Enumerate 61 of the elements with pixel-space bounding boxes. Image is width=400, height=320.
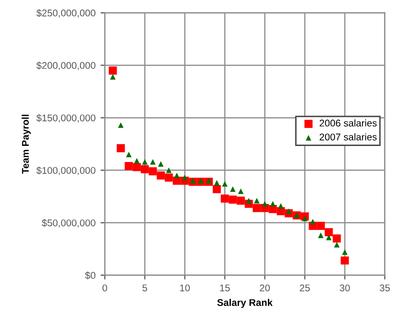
- point: [262, 201, 268, 207]
- point: [174, 172, 180, 178]
- point: [238, 188, 244, 194]
- y-tick-label: $150,000,000: [36, 114, 96, 123]
- point: [212, 185, 221, 194]
- x-tick-label: 5: [142, 284, 148, 292]
- point: [166, 167, 172, 174]
- point: [252, 204, 261, 212]
- point: [118, 122, 124, 128]
- y-axis-title: Team Payroll: [22, 114, 31, 174]
- point: [310, 218, 316, 224]
- legend-label: 2006 salaries: [320, 119, 377, 127]
- point: [156, 171, 165, 180]
- point: [158, 161, 164, 167]
- y-tick-label: $50,000,000: [42, 219, 96, 228]
- point: [340, 256, 349, 265]
- point: [108, 66, 117, 75]
- point: [246, 198, 252, 204]
- y-tick-label: $0: [85, 272, 96, 280]
- point: [326, 234, 332, 240]
- x-tick-label: 15: [220, 284, 230, 292]
- point: [332, 234, 341, 243]
- point: [220, 194, 229, 203]
- legend-label: 2007 salaries: [320, 133, 377, 140]
- point: [230, 186, 236, 192]
- point: [182, 174, 188, 180]
- x-axis-title: Salary Rank: [217, 298, 273, 308]
- point: [110, 74, 116, 80]
- point: [164, 174, 173, 182]
- point: [116, 144, 125, 152]
- x-tick-label: 10: [180, 284, 190, 292]
- point: [316, 222, 325, 230]
- point: [302, 216, 308, 222]
- point: [214, 180, 220, 186]
- y-tick-label: $100,000,000: [36, 166, 96, 176]
- point: [324, 228, 333, 236]
- x-tick-label: 25: [300, 284, 310, 292]
- point: [228, 196, 237, 204]
- x-tick-label: 35: [380, 284, 390, 292]
- point: [236, 196, 245, 205]
- point: [342, 249, 348, 255]
- point: [140, 165, 149, 174]
- y-tick-label: $200,000,000: [36, 62, 96, 70]
- point: [132, 163, 141, 172]
- point: [126, 152, 132, 158]
- point: [222, 181, 228, 187]
- point: [318, 232, 324, 238]
- point: [334, 242, 340, 248]
- point: [148, 167, 157, 176]
- point: [150, 159, 156, 165]
- y-tick-label: $250,000,000: [36, 9, 96, 18]
- point: [124, 162, 133, 170]
- x-tick-label: 20: [260, 284, 270, 292]
- x-tick-label: 30: [340, 284, 350, 292]
- point: [142, 159, 148, 165]
- point: [270, 201, 276, 207]
- point: [286, 208, 292, 214]
- point: [134, 158, 140, 164]
- point: [254, 198, 260, 204]
- point: [278, 203, 284, 209]
- x-tick-label: 0: [102, 284, 108, 292]
